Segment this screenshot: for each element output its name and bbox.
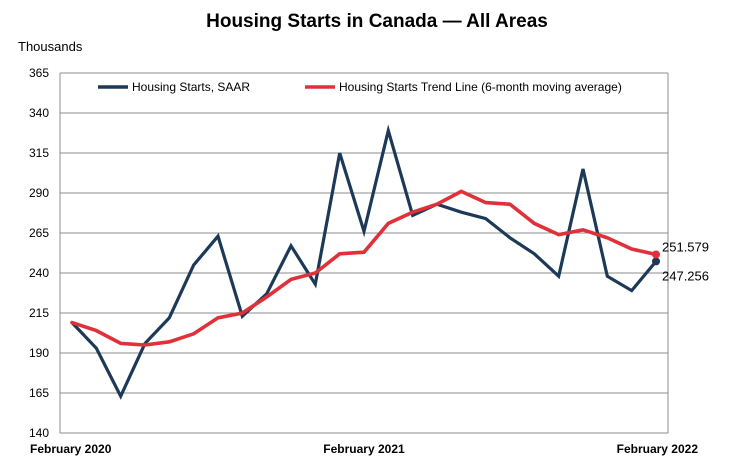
end-label-trend: 251.579: [662, 239, 709, 254]
y-tick-label: 340: [29, 106, 49, 120]
legend-label-trend: Housing Starts Trend Line (6-month movin…: [339, 80, 622, 94]
series-line-saar: [70, 124, 658, 400]
series-line-trend: [70, 189, 658, 347]
y-tick-label: 240: [29, 266, 49, 280]
y-tick-label: 215: [29, 306, 49, 320]
end-label-saar: 247.256: [662, 268, 709, 283]
x-tick-labels: February 2020 February 2021 February 2022: [30, 442, 698, 456]
y-tick-labels: 140 165 190 215 240 265 290 315 340 365: [29, 66, 49, 440]
y-tick-label: 190: [29, 346, 49, 360]
y-tick-label: 365: [29, 66, 49, 80]
trend-point: [652, 250, 660, 259]
x-tick-label: February 2022: [617, 442, 699, 456]
series-lines: [70, 124, 660, 400]
y-tick-label: 165: [29, 386, 49, 400]
end-value-labels: 251.579 247.256: [662, 239, 709, 283]
y-tick-label: 290: [29, 186, 49, 200]
chart-title: Housing Starts in Canada — All Areas: [206, 11, 548, 32]
y-axis-label: Thousands: [18, 39, 83, 54]
y-tick-label: 315: [29, 146, 49, 160]
saar-point: [652, 257, 660, 266]
x-tick-label: February 2020: [30, 442, 112, 456]
y-tick-label: 140: [29, 426, 49, 440]
x-tick-label: February 2021: [323, 442, 405, 456]
y-tick-label: 265: [29, 226, 49, 240]
legend: Housing Starts, SAAR Housing Starts Trend…: [98, 80, 622, 94]
legend-label-saar: Housing Starts, SAAR: [132, 80, 250, 94]
